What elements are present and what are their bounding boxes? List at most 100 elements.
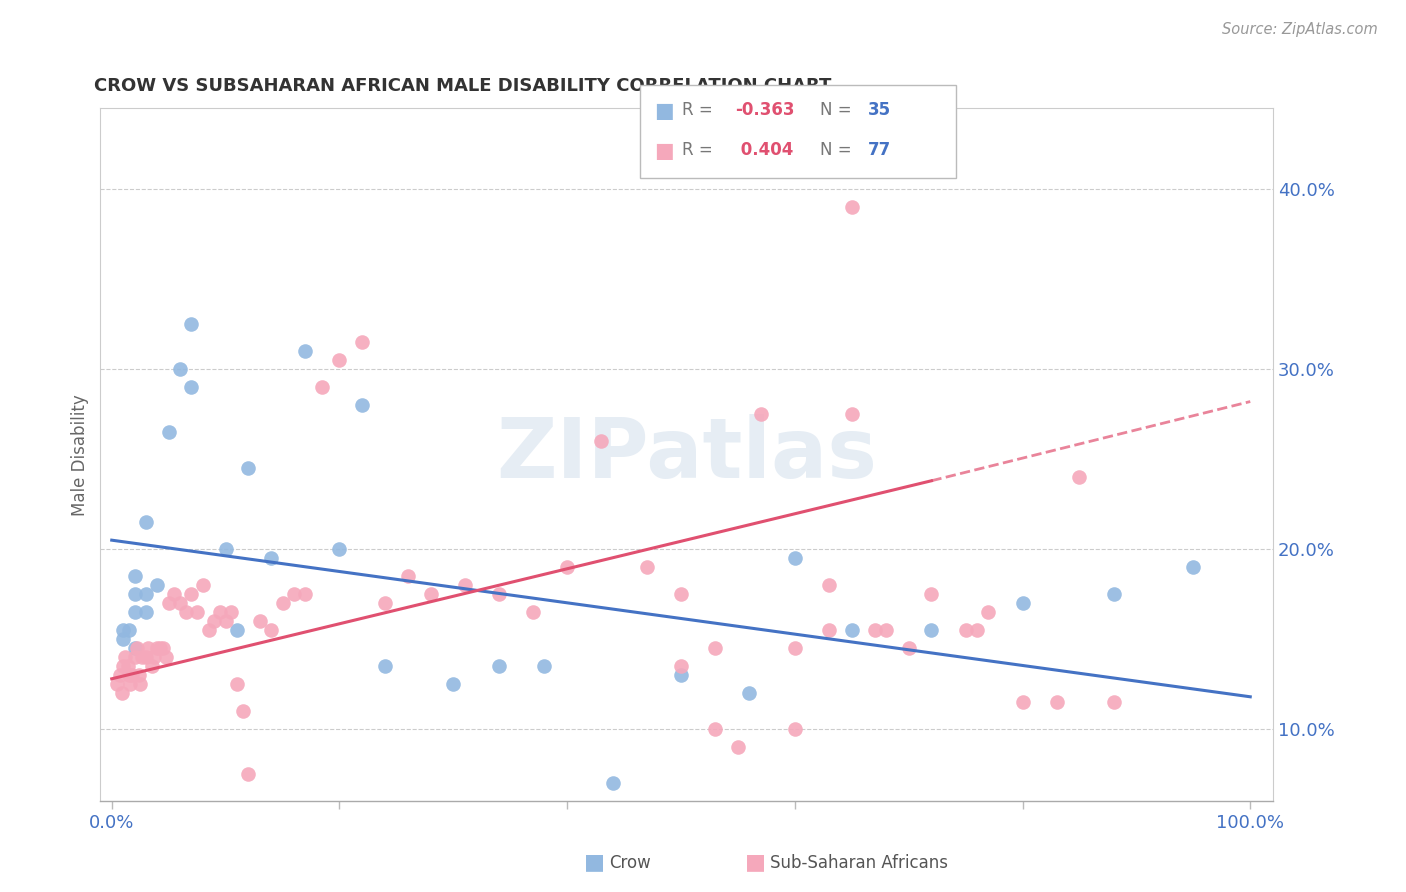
Point: [111, 686, 134, 700]
Text: N =: N =: [820, 141, 856, 159]
Text: 35: 35: [868, 101, 890, 119]
Text: ■: ■: [583, 853, 605, 872]
Point: [107, 677, 129, 691]
Point: [124, 569, 146, 583]
Point: [191, 578, 214, 592]
Point: [271, 596, 294, 610]
Point: [180, 587, 202, 601]
Point: [749, 407, 772, 421]
Point: [669, 668, 692, 682]
Point: [488, 587, 510, 601]
Point: [955, 623, 977, 637]
Point: [124, 587, 146, 601]
Point: [1069, 470, 1091, 484]
Point: [114, 650, 136, 665]
Point: [920, 623, 942, 637]
Point: [783, 722, 806, 736]
Point: [966, 623, 988, 637]
Point: [135, 515, 157, 529]
Point: [863, 623, 886, 637]
Point: [112, 632, 135, 647]
Point: [232, 704, 254, 718]
Point: [669, 587, 692, 601]
Text: R =: R =: [682, 101, 718, 119]
Point: [202, 614, 225, 628]
Point: [157, 425, 180, 439]
Point: [1182, 560, 1205, 574]
Point: [841, 623, 863, 637]
Text: R =: R =: [682, 141, 718, 159]
Point: [186, 605, 208, 619]
Text: ■: ■: [654, 141, 673, 161]
Text: CROW VS SUBSAHARAN AFRICAN MALE DISABILITY CORRELATION CHART: CROW VS SUBSAHARAN AFRICAN MALE DISABILI…: [94, 78, 832, 95]
Point: [352, 335, 374, 350]
Point: [522, 605, 544, 619]
Point: [294, 344, 316, 359]
Point: [146, 578, 169, 592]
Point: [117, 659, 139, 673]
Point: [352, 398, 374, 412]
Point: [135, 605, 157, 619]
Text: ZIPatlas: ZIPatlas: [496, 414, 877, 495]
Point: [555, 560, 578, 574]
Point: [152, 641, 174, 656]
Point: [180, 317, 202, 331]
Point: [533, 659, 555, 673]
Point: [818, 623, 841, 637]
Point: [1102, 587, 1125, 601]
Point: [260, 623, 283, 637]
Text: 0.404: 0.404: [735, 141, 794, 159]
Point: [155, 650, 177, 665]
Point: [636, 560, 658, 574]
Point: [219, 605, 242, 619]
Point: [124, 650, 146, 665]
Point: [841, 407, 863, 421]
Point: [131, 650, 153, 665]
Point: [238, 767, 260, 781]
Point: [197, 623, 219, 637]
Point: [136, 641, 159, 656]
Point: [294, 587, 316, 601]
Point: [897, 641, 920, 656]
Point: [1102, 695, 1125, 709]
Point: [727, 740, 749, 755]
Text: ■: ■: [745, 853, 766, 872]
Point: [328, 353, 350, 368]
Point: [124, 605, 146, 619]
Point: [311, 380, 333, 394]
Point: [1011, 596, 1033, 610]
Point: [118, 668, 141, 682]
Text: Crow: Crow: [609, 855, 651, 872]
Point: [783, 551, 806, 566]
Point: [180, 380, 202, 394]
Point: [112, 623, 135, 637]
Point: [374, 596, 396, 610]
Point: [108, 668, 131, 682]
Point: [1046, 695, 1069, 709]
Point: [453, 578, 475, 592]
Point: [260, 551, 283, 566]
Point: [977, 605, 1000, 619]
Text: 77: 77: [868, 141, 891, 159]
Point: [783, 641, 806, 656]
Point: [419, 587, 441, 601]
Point: [238, 461, 260, 475]
Point: [818, 578, 841, 592]
Point: [135, 650, 157, 665]
Point: [669, 659, 692, 673]
Point: [441, 677, 464, 691]
Text: Sub-Saharan Africans: Sub-Saharan Africans: [770, 855, 949, 872]
Point: [112, 659, 135, 673]
Point: [374, 659, 396, 673]
Point: [704, 641, 727, 656]
Point: [148, 641, 170, 656]
Point: [157, 596, 180, 610]
Point: [135, 587, 157, 601]
Point: [704, 722, 727, 736]
Point: [141, 659, 163, 673]
Point: [125, 641, 148, 656]
Point: [920, 587, 942, 601]
Point: [169, 362, 191, 376]
Point: [208, 605, 231, 619]
Text: -0.363: -0.363: [735, 101, 794, 119]
